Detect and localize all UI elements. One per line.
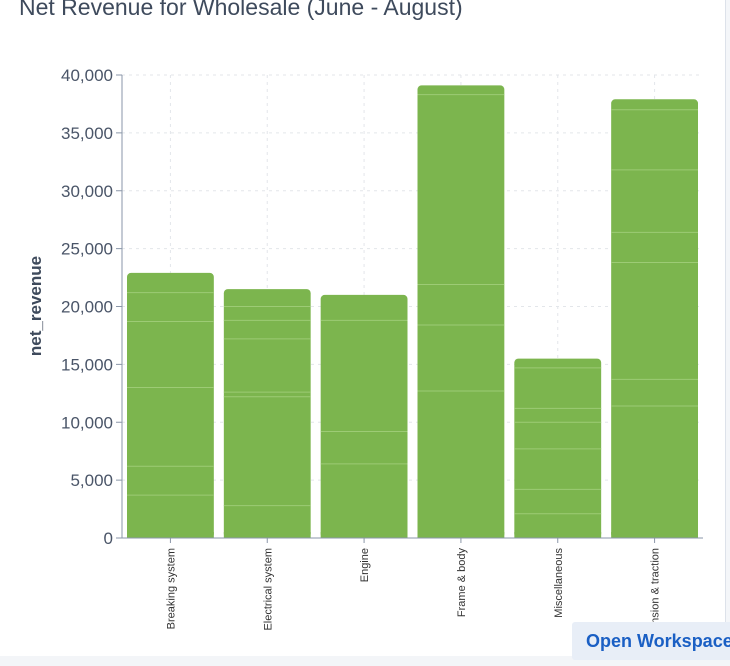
bar[interactable] [320, 294, 408, 538]
y-tick-label: 25,000 [61, 240, 113, 259]
bar[interactable] [514, 358, 602, 538]
y-tick-label: 5,000 [70, 471, 113, 490]
y-tick-label: 10,000 [61, 413, 113, 432]
bar-base [611, 532, 698, 538]
panel-edge [725, 0, 730, 666]
x-tick-label: Engine [359, 548, 371, 582]
y-tick-label: 30,000 [61, 182, 113, 201]
y-tick-label: 0 [104, 529, 113, 548]
y-tick-label: 15,000 [61, 355, 113, 374]
axes [116, 74, 703, 543]
y-axis-label: net_revenue [26, 256, 45, 356]
chart-title: Net Revenue for Wholesale (June - August… [19, 0, 463, 20]
x-tick-labels: Breaking system Electrical system Engine Fr… [165, 548, 661, 656]
bar-base [223, 532, 311, 538]
y-tick-label: 35,000 [61, 124, 113, 143]
y-tick-labels: 0 5,000 10,000 15,000 20,000 25,000 30,000 35,0… [61, 66, 113, 548]
bar-base [417, 532, 505, 538]
x-tick-label: Frame & body [456, 548, 468, 618]
bar[interactable] [223, 289, 311, 538]
x-tick-label: Miscellaneous [553, 548, 565, 618]
bar-base [514, 532, 602, 538]
bars [127, 85, 698, 539]
x-tick-label: Breaking system [165, 548, 177, 629]
bar[interactable] [417, 85, 505, 538]
x-tick-label: Electrical system [262, 548, 274, 631]
y-tick-label: 40,000 [61, 66, 113, 85]
open-workspace-button[interactable]: Open Workspace [572, 622, 730, 660]
bar-base [127, 532, 214, 538]
panel-bottom-edge [0, 656, 730, 666]
bar[interactable] [127, 272, 214, 538]
y-tick-label: 20,000 [61, 298, 113, 317]
bar[interactable] [611, 99, 698, 539]
bar-base [320, 532, 408, 538]
